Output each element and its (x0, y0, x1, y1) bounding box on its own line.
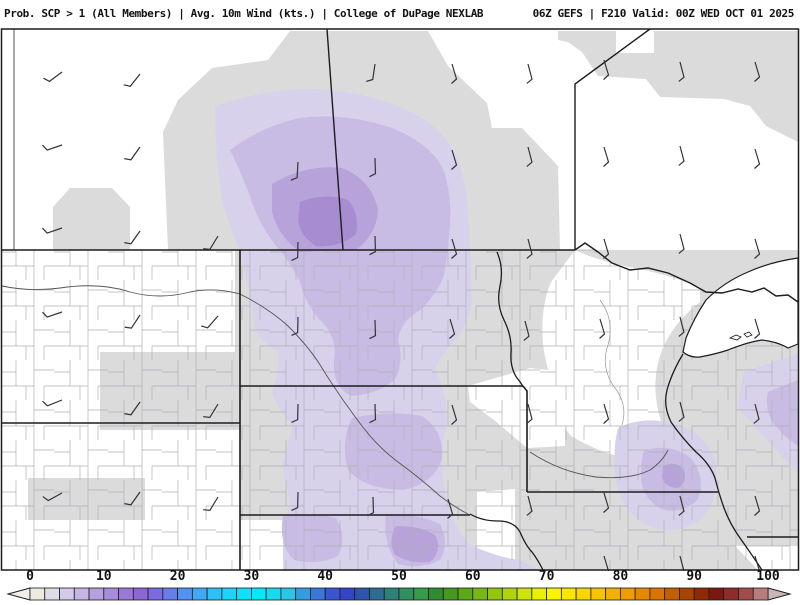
colorbar-cell (265, 587, 282, 601)
colorbar-tick-label: 20 (169, 569, 186, 584)
colorbar-tick-label: 70 (538, 569, 555, 584)
colorbar-cell (383, 587, 400, 601)
colorbar-cell (590, 587, 607, 601)
apostle-islands (728, 331, 753, 341)
colorbar-cell (369, 587, 385, 601)
colorbar-tick-label: 10 (95, 569, 112, 584)
colorbar-cell (708, 587, 725, 601)
colorbar-cell (280, 587, 297, 601)
colorbar-cell (413, 587, 429, 601)
colorbar-cell (324, 587, 341, 601)
colorbar-tick-label: 30 (243, 569, 260, 584)
colorbar-cell (295, 587, 311, 601)
colorbar-tick-labels: 0 10 20 30 40 50 60 70 80 90 100 (0, 569, 800, 586)
colorbar-cell (501, 587, 518, 601)
colorbar-cell (29, 587, 46, 601)
colorbar-cell (531, 587, 548, 601)
colorbar-cell (88, 587, 105, 601)
colorbar-cell (723, 587, 739, 601)
run-valid-time: 06Z GEFS | F210 Valid: 00Z WED OCT 01 20… (532, 7, 795, 20)
colorbar-right-arrow (767, 587, 792, 601)
colorbar-cell (118, 587, 134, 601)
colorbar-cell (250, 587, 267, 601)
colorbar-cell (428, 587, 444, 601)
colorbar-tick-label: 100 (756, 569, 780, 584)
colorbar-cell (339, 587, 356, 601)
colorbar-cell (162, 587, 178, 601)
map-frame (0, 28, 800, 571)
title-bar: Prob. SCP > 1 (All Members) | Avg. 10m W… (0, 0, 800, 28)
colorbar-cell (546, 587, 562, 601)
colorbar-cell (221, 587, 238, 601)
colorbar-tick-label: 0 (26, 569, 34, 584)
colorbar-cell (620, 587, 636, 601)
map-area (0, 28, 800, 577)
colorbar-cell (191, 587, 208, 601)
colorbar-cell (59, 587, 75, 601)
colorbar-cell (398, 587, 415, 601)
colorbar-cell (457, 587, 474, 601)
lake-superior (682, 257, 799, 358)
colorbar-cell (472, 587, 488, 601)
colorbar-cell (354, 587, 370, 601)
colorbar-cell (693, 587, 710, 601)
colorbar-cell (752, 587, 769, 601)
colorbar-cell (560, 587, 577, 601)
colorbar-cell (738, 587, 754, 601)
colorbar-tick-label: 80 (612, 569, 629, 584)
map-canvas (0, 28, 800, 577)
colorbar-cell (664, 587, 680, 601)
colorbar-tick-label: 40 (317, 569, 334, 584)
colorbar-cell (487, 587, 503, 601)
colorbar-cell (575, 587, 592, 601)
colorbar-cell (73, 587, 90, 601)
colorbar-cell (442, 587, 459, 601)
colorbar-cell (634, 587, 651, 601)
colorbar-cell (310, 587, 326, 601)
colorbar-cell (147, 587, 164, 601)
colorbar-cell (236, 587, 252, 601)
colorbar-tick-label: 90 (686, 569, 703, 584)
colorbar-cell (516, 587, 533, 601)
colorbar-cell (206, 587, 223, 601)
product-title: Prob. SCP > 1 (All Members) | Avg. 10m W… (4, 7, 484, 20)
probability-colorbar (0, 586, 800, 601)
colorbar-cell (649, 587, 666, 601)
colorbar-left-arrow (6, 587, 31, 601)
colorbar-cell (132, 587, 149, 601)
colorbar-cell (177, 587, 193, 601)
colorbar-cell (605, 587, 621, 601)
colorbar-tick-label: 60 (464, 569, 481, 584)
colorbar-cell (103, 587, 119, 601)
rivers-layer (1, 285, 669, 515)
colorbar-cell (679, 587, 695, 601)
colorbar-tick-label: 50 (391, 569, 407, 584)
colorbar-cell (44, 587, 60, 601)
